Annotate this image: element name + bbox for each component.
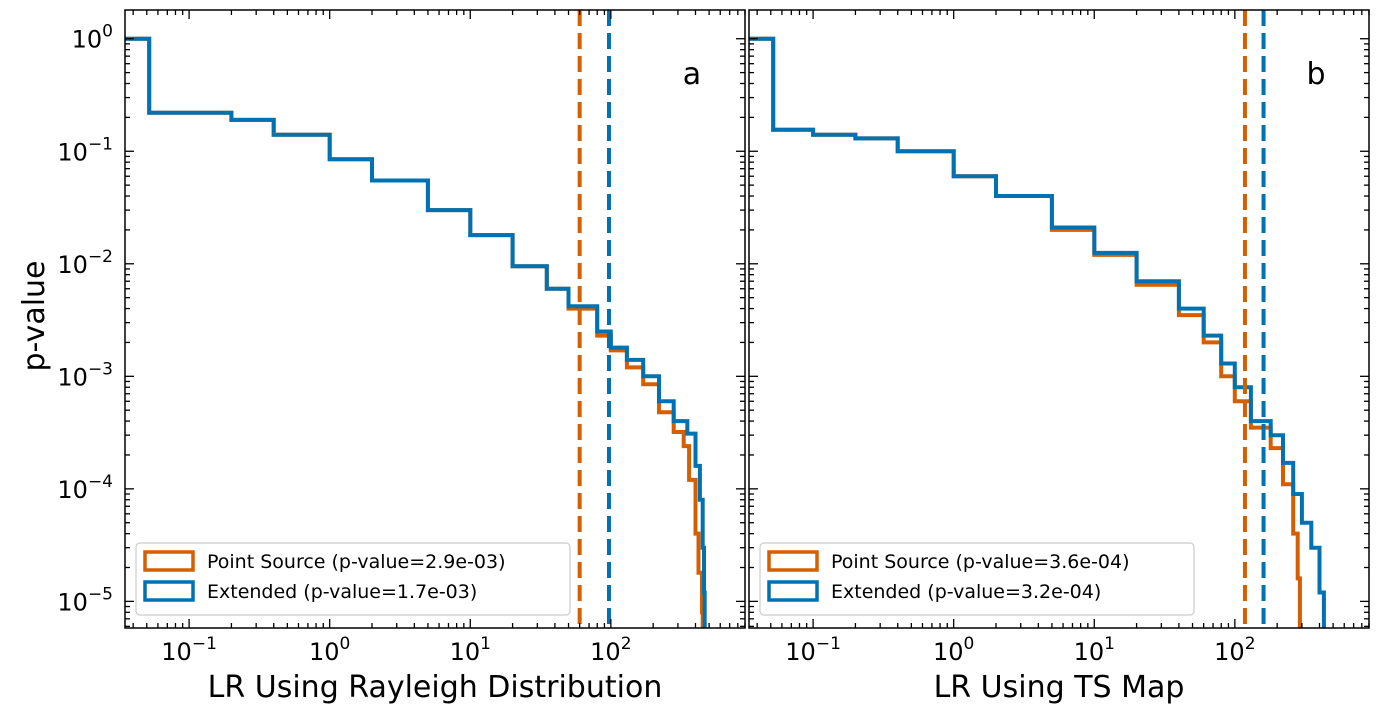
x-tick-label: 102 xyxy=(590,634,631,666)
legend-swatch-0 xyxy=(143,550,195,572)
legend-swatch-1 xyxy=(767,580,819,602)
y-tick-label: 10−5 xyxy=(57,584,113,616)
x-tick-label: 101 xyxy=(450,634,491,666)
legend-box xyxy=(135,542,571,616)
x-tick-label: 100 xyxy=(933,634,974,666)
y-tick-label: 10−2 xyxy=(57,247,113,279)
x-tick-label: 101 xyxy=(1074,634,1115,666)
y-tick-label: 100 xyxy=(72,22,113,54)
x-tick-label: 10−1 xyxy=(785,634,841,666)
legend-label-1: Extended (p-value=1.7e-03) xyxy=(207,581,477,603)
legend-box xyxy=(759,542,1195,616)
legend: Point Source (p-value=2.9e-03) Extended (… xyxy=(135,542,571,616)
panel-b: 10−1 100 101 102 LR Using TS Map b Point Sourc… xyxy=(748,9,1370,705)
panel-a: 10−1 100 101 102 100 10−1 10−2 10−3 10−4 10−5 LR U… xyxy=(57,9,746,705)
legend-label-0: Point Source (p-value=2.9e-03) xyxy=(207,551,506,573)
axes-frame xyxy=(748,9,1370,629)
y-axis-label: p-value xyxy=(17,260,52,371)
legend-label-1: Extended (p-value=3.2e-04) xyxy=(831,581,1101,603)
series-line-0 xyxy=(749,36,1302,628)
panel-letter: b xyxy=(1306,57,1325,92)
x-axis-label: LR Using TS Map xyxy=(934,670,1185,705)
y-tick-label: 10−1 xyxy=(57,134,113,166)
legend: Point Source (p-value=3.6e-04) Extended (… xyxy=(759,542,1195,616)
legend-label-0: Point Source (p-value=3.6e-04) xyxy=(831,551,1130,573)
y-tick-label: 10−4 xyxy=(57,472,113,504)
x-axis-label: LR Using Rayleigh Distribution xyxy=(208,670,663,705)
x-tick-label: 102 xyxy=(1214,634,1255,666)
panel-letter: a xyxy=(683,57,701,92)
legend-swatch-0 xyxy=(767,550,819,572)
series-line-1 xyxy=(749,36,1326,628)
x-tick-label: 100 xyxy=(309,634,350,666)
y-tick-label: 10−3 xyxy=(57,359,113,391)
axes-frame xyxy=(124,9,746,629)
legend-swatch-1 xyxy=(143,580,195,602)
x-tick-label: 10−1 xyxy=(161,634,217,666)
series-line-1 xyxy=(125,36,707,628)
series-line-0 xyxy=(125,36,705,628)
